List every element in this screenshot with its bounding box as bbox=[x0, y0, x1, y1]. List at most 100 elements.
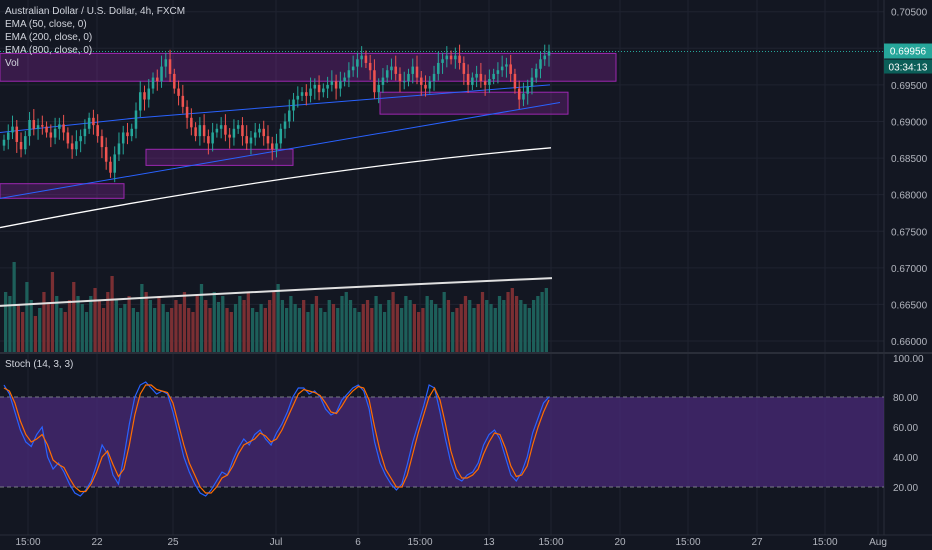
volume-bar bbox=[16, 304, 21, 352]
time-tick-label: 27 bbox=[751, 537, 763, 548]
candle-body bbox=[138, 92, 142, 111]
volume-bar bbox=[412, 304, 417, 352]
candle-body bbox=[160, 66, 163, 82]
volume-bar bbox=[306, 312, 310, 352]
candle-body bbox=[258, 128, 261, 133]
time-tick-label: 25 bbox=[167, 537, 179, 548]
candle-body bbox=[19, 141, 23, 150]
candle-body bbox=[539, 59, 542, 69]
candle-body bbox=[526, 86, 529, 94]
candle-body bbox=[390, 66, 393, 71]
candle-body bbox=[522, 93, 525, 100]
candle-body bbox=[428, 81, 432, 89]
volume-bar bbox=[472, 308, 476, 352]
candle-body bbox=[373, 70, 376, 93]
price-tick-label: 0.66500 bbox=[891, 300, 928, 311]
candle-body bbox=[2, 139, 6, 146]
time-tick-label: 6 bbox=[355, 537, 361, 548]
volume-bar bbox=[344, 292, 348, 352]
candle-body bbox=[500, 66, 504, 71]
legend-ema50[interactable]: EMA (50, close, 0) bbox=[5, 19, 87, 30]
candle-body bbox=[407, 73, 410, 82]
candle-body bbox=[79, 136, 82, 142]
price-badges: 0.69956 03:34:13 bbox=[884, 43, 932, 74]
candle-body bbox=[356, 59, 359, 67]
volume-bar bbox=[485, 300, 489, 352]
volume-bar bbox=[297, 308, 302, 352]
candle-body bbox=[219, 125, 223, 129]
volume-bar bbox=[387, 300, 391, 352]
volume-bar bbox=[446, 300, 451, 352]
candle-body bbox=[360, 55, 363, 60]
candle-body bbox=[309, 88, 312, 96]
candle-body bbox=[6, 132, 10, 140]
price-tick-label: 0.66000 bbox=[891, 337, 928, 348]
stoch-d-line bbox=[3, 384, 550, 494]
volume-bar bbox=[38, 308, 42, 352]
candle-body bbox=[449, 55, 453, 60]
candle-body bbox=[543, 55, 547, 60]
legend-vol[interactable]: Vol bbox=[5, 58, 19, 69]
candle-body bbox=[241, 125, 244, 137]
volume-bar bbox=[29, 300, 33, 352]
volume-bar bbox=[327, 300, 331, 352]
candle-body bbox=[224, 125, 227, 135]
candle-body bbox=[92, 117, 95, 126]
candle-body bbox=[207, 136, 210, 144]
candle-body bbox=[75, 141, 78, 150]
volume-bar bbox=[170, 308, 174, 352]
volume-bar bbox=[216, 302, 221, 352]
price-tick-label: 0.68000 bbox=[891, 191, 928, 202]
candle-body bbox=[58, 124, 61, 129]
candle-body bbox=[339, 81, 342, 89]
candle-body bbox=[458, 55, 461, 63]
volume-bar bbox=[276, 284, 280, 352]
candle-body bbox=[11, 126, 14, 133]
candle-body bbox=[305, 92, 308, 96]
stoch-axis[interactable]: 100.00 80.00 60.00 40.00 20.00 bbox=[893, 354, 924, 494]
volume-bar bbox=[489, 304, 493, 352]
trend-line bbox=[0, 101, 561, 199]
candle-body bbox=[411, 66, 415, 74]
candle-body bbox=[313, 84, 317, 89]
candle-body bbox=[194, 127, 197, 137]
candle-body bbox=[211, 132, 214, 144]
volume-bar bbox=[250, 308, 255, 352]
volume-bar bbox=[238, 296, 242, 352]
time-tick-label: 15:00 bbox=[407, 537, 432, 548]
candle-body bbox=[36, 125, 40, 129]
volume-bar bbox=[527, 308, 531, 352]
volume-bar bbox=[63, 312, 67, 352]
candle-body bbox=[228, 134, 231, 138]
volume-bar bbox=[497, 296, 502, 352]
volume-bar bbox=[323, 312, 327, 352]
stoch-legend[interactable]: Stoch (14, 3, 3) bbox=[5, 359, 74, 370]
time-axis[interactable]: 15:00 22 25 Jul 6 15:00 13 15:00 20 15:00 27 15:00 A… bbox=[15, 537, 886, 548]
candle-body bbox=[113, 154, 116, 173]
candle-body bbox=[130, 128, 134, 137]
volume-bar bbox=[536, 296, 540, 352]
candle-body bbox=[368, 62, 372, 71]
candle-body bbox=[402, 81, 406, 83]
time-tick-label: 15:00 bbox=[812, 537, 837, 548]
volume-bar bbox=[118, 308, 123, 352]
legend-ema200[interactable]: EMA (200, close, 0) bbox=[5, 32, 93, 43]
candle-body bbox=[177, 88, 180, 96]
volume-bar bbox=[451, 312, 455, 352]
candle-body bbox=[104, 147, 108, 162]
volume-bar bbox=[310, 304, 314, 352]
candle-body bbox=[454, 55, 457, 60]
volume-bar bbox=[127, 296, 131, 352]
candle-body bbox=[262, 128, 265, 137]
volume-bar bbox=[544, 288, 548, 352]
volume-bar bbox=[8, 296, 12, 352]
candle-body bbox=[462, 62, 466, 74]
candle-body bbox=[41, 125, 44, 127]
candle-body bbox=[232, 128, 236, 138]
volume-bar bbox=[106, 292, 110, 352]
candle-body bbox=[437, 62, 440, 74]
stoch-band-fill bbox=[0, 397, 884, 487]
legend-ema800[interactable]: EMA (800, close, 0) bbox=[5, 45, 93, 56]
candle-body bbox=[509, 64, 512, 74]
